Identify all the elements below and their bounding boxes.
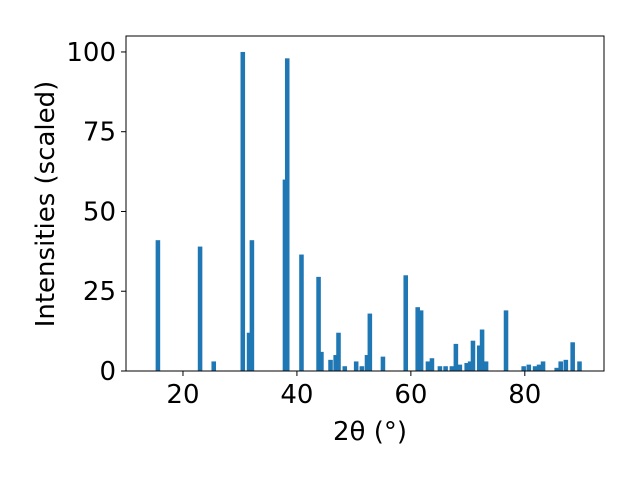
bar <box>299 254 304 371</box>
x-axis-label: 2θ (°) <box>333 417 407 447</box>
y-axis-label: Intensities (scaled) <box>31 81 61 328</box>
bar <box>464 363 469 371</box>
bar <box>249 240 255 371</box>
bar <box>558 361 563 371</box>
bar <box>570 342 575 371</box>
bar <box>336 332 341 371</box>
bar <box>333 355 338 371</box>
y-tick-label: 0 <box>99 357 116 387</box>
bar <box>467 361 473 371</box>
bar <box>328 359 333 371</box>
bar <box>342 366 348 371</box>
bar <box>453 343 459 371</box>
bar <box>240 51 246 371</box>
bar <box>353 361 359 371</box>
y-tick-label: 25 <box>83 277 116 307</box>
bar <box>284 58 290 371</box>
x-tick-label: 60 <box>394 380 427 410</box>
bar <box>197 246 203 371</box>
y-tick-label: 50 <box>83 197 116 227</box>
bar <box>359 366 365 371</box>
bar <box>211 361 217 371</box>
bar <box>319 351 324 371</box>
bar <box>476 345 482 371</box>
bar <box>403 275 409 371</box>
bar <box>449 366 455 371</box>
bar <box>437 366 443 371</box>
bar <box>364 355 370 371</box>
bar <box>532 366 538 371</box>
bar <box>503 310 509 371</box>
y-tick-label: 100 <box>66 38 116 68</box>
bar <box>418 310 424 371</box>
bar <box>483 361 489 371</box>
bar <box>246 332 252 371</box>
bar <box>429 358 435 371</box>
x-tick-label: 40 <box>280 380 313 410</box>
bar <box>415 307 420 371</box>
bar <box>425 361 431 371</box>
x-tick-label: 20 <box>166 380 199 410</box>
bar <box>457 364 463 371</box>
bar <box>479 329 485 371</box>
bar <box>443 366 448 371</box>
bar <box>563 359 569 371</box>
bar <box>316 276 321 371</box>
bar <box>521 366 526 371</box>
bar <box>554 367 559 371</box>
bar <box>367 313 373 371</box>
bar <box>470 340 476 371</box>
bar <box>526 364 532 371</box>
x-tick-label: 80 <box>508 380 541 410</box>
bar <box>380 356 386 371</box>
bar <box>540 361 546 371</box>
bar <box>536 364 542 371</box>
bar <box>577 361 582 371</box>
y-tick-label: 75 <box>83 118 116 148</box>
bar <box>155 240 161 371</box>
plot-frame <box>125 35 605 372</box>
